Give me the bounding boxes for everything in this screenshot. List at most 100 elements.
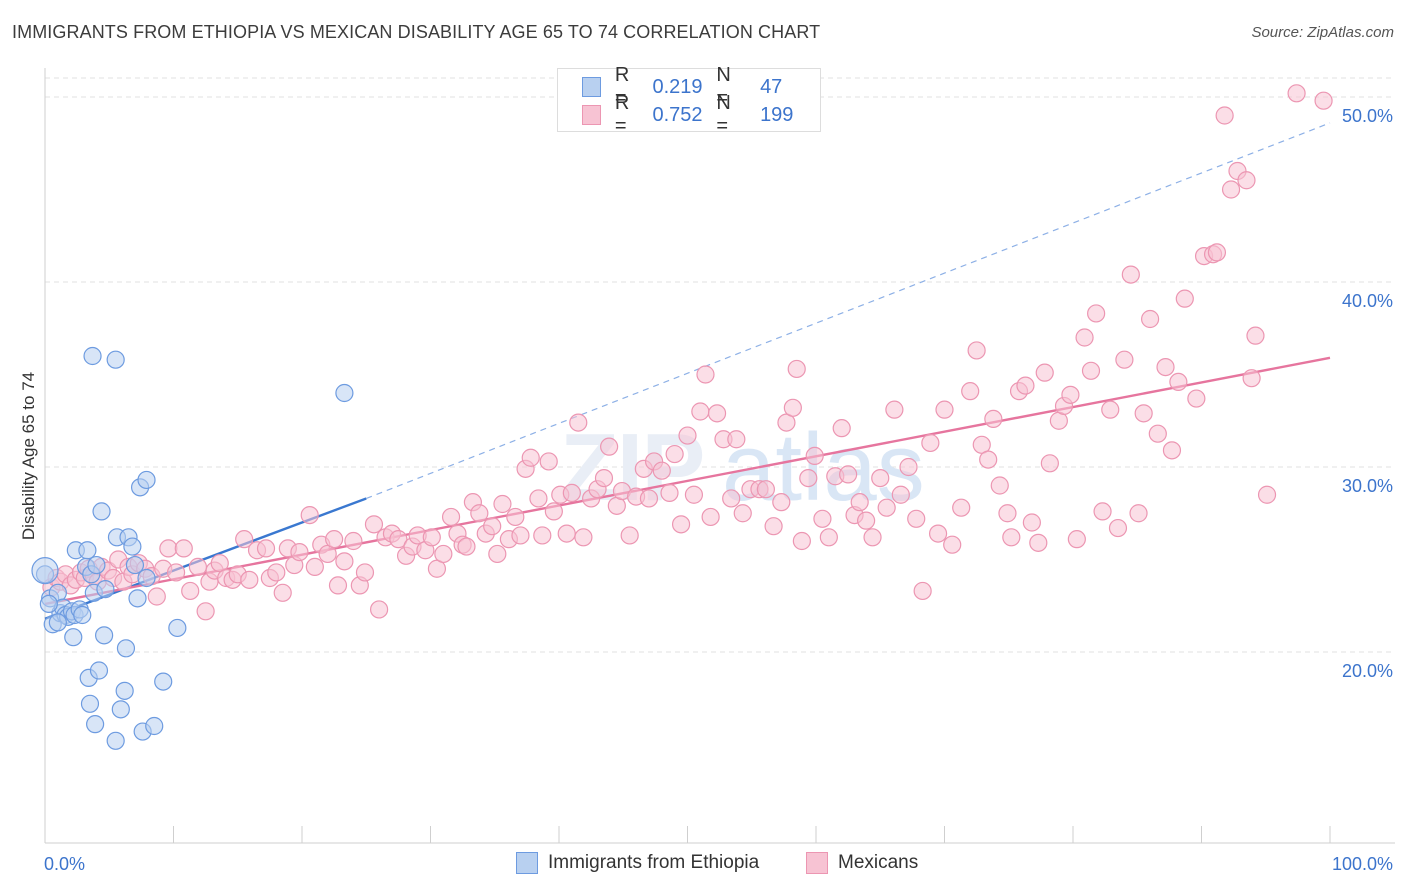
point-mexican (600, 437, 619, 456)
ethiopia-swatch (516, 852, 538, 874)
point-ethiopia (137, 568, 156, 588)
point-mexican (511, 526, 530, 545)
point-mexican (839, 465, 858, 484)
point-mexican (984, 409, 1003, 428)
point-ethiopia (73, 605, 92, 625)
r-label: R = (614, 64, 630, 109)
point-mexican (493, 494, 512, 514)
point-mexican (921, 433, 940, 453)
point-mexican (857, 511, 876, 530)
points-mexican (42, 84, 1333, 621)
point-mexican (1134, 404, 1153, 423)
point-mexican (1257, 485, 1277, 504)
point-ethiopia (92, 502, 111, 521)
point-ethiopia (111, 700, 130, 719)
point-ethiopia (145, 716, 164, 736)
mexican-swatch (582, 105, 601, 125)
legend-item-mexican[interactable]: Mexicans (806, 852, 918, 874)
point-mexican (235, 530, 254, 549)
r-value: 0.752 (652, 103, 703, 126)
point-mexican (594, 469, 614, 488)
point-mexican (928, 524, 948, 543)
point-mexican (935, 400, 954, 419)
point-mexican (863, 528, 882, 547)
point-mexican (899, 457, 918, 477)
point-mexican (907, 509, 926, 528)
point-mexican (1093, 502, 1112, 521)
point-mexican (787, 359, 806, 379)
x-tick-label: 0.0% (44, 854, 85, 874)
point-mexican (691, 402, 710, 421)
point-mexican (1087, 304, 1106, 323)
point-mexican (1115, 350, 1134, 369)
legend-item-ethiopia[interactable]: Immigrants from Ethiopia (516, 852, 759, 874)
point-mexican (1029, 533, 1048, 552)
trend-mexican (44, 356, 1331, 606)
point-mexican (506, 507, 525, 527)
series-legend: Immigrants from Ethiopia Mexicans (0, 852, 1406, 878)
point-mexican (569, 413, 588, 432)
point-mexican (1081, 361, 1101, 380)
point-mexican (483, 517, 502, 536)
point-mexican (1035, 363, 1054, 382)
n-label: N = (716, 92, 731, 137)
n-value: 47 (760, 75, 783, 98)
point-mexican (521, 448, 540, 467)
point-mexican (967, 341, 986, 360)
chart-title: IMMIGRANTS FROM ETHIOPIA VS MEXICAN DISA… (12, 22, 821, 42)
point-mexican (1215, 106, 1234, 125)
legend-row-ethiopia: R = 0.219 N = 47 (582, 64, 820, 109)
point-mexican (1140, 309, 1160, 329)
point-mexican (1156, 358, 1175, 377)
point-mexican (273, 583, 292, 602)
point-mexican (557, 524, 576, 543)
point-mexican (1246, 326, 1265, 345)
point-ethiopia (80, 694, 100, 713)
point-mexican (1016, 376, 1035, 395)
point-ethiopia-large (31, 556, 59, 585)
point-mexican (660, 483, 679, 502)
point-mexican (799, 469, 818, 488)
point-mexican (181, 581, 200, 601)
point-mexican (684, 485, 704, 504)
point-mexican (979, 450, 998, 469)
point-mexican (792, 531, 811, 551)
point-mexican (885, 400, 904, 419)
point-mexican (441, 507, 461, 527)
point-mexican (678, 426, 697, 445)
point-mexican (196, 602, 215, 621)
point-mexican (370, 600, 389, 619)
point-mexican (1162, 441, 1182, 460)
point-mexican (344, 531, 363, 551)
point-mexican (998, 504, 1017, 523)
point-ethiopia (116, 639, 136, 658)
point-mexican (913, 581, 932, 601)
point-mexican (544, 502, 563, 521)
point-ethiopia (115, 681, 134, 700)
point-mexican (671, 515, 691, 534)
point-mexican (325, 530, 344, 549)
point-mexican (1002, 528, 1021, 547)
point-mexican (488, 544, 507, 564)
point-ethiopia (87, 555, 106, 575)
point-mexican (1022, 513, 1041, 532)
point-mexican (457, 537, 476, 556)
point-ethiopia (137, 470, 156, 490)
legend-label-mexican: Mexicans (838, 852, 919, 873)
y-tick-label: 30.0% (1342, 476, 1393, 496)
point-mexican (300, 505, 319, 525)
point-mexican (422, 528, 441, 547)
legend-label-ethiopia: Immigrants from Ethiopia (548, 852, 760, 873)
point-ethiopia (86, 715, 105, 734)
point-mexican (1287, 84, 1306, 103)
point-mexican (335, 552, 354, 571)
source-label: Source: ZipAtlas.com (1251, 24, 1394, 41)
y-tick-label: 50.0% (1342, 106, 1393, 126)
axes (44, 68, 1395, 844)
point-ethiopia (125, 555, 145, 575)
point-mexican (952, 498, 971, 517)
point-ethiopia (39, 594, 58, 614)
point-ethiopia (168, 618, 187, 638)
point-mexican (1061, 385, 1080, 404)
point-mexican (539, 452, 558, 471)
